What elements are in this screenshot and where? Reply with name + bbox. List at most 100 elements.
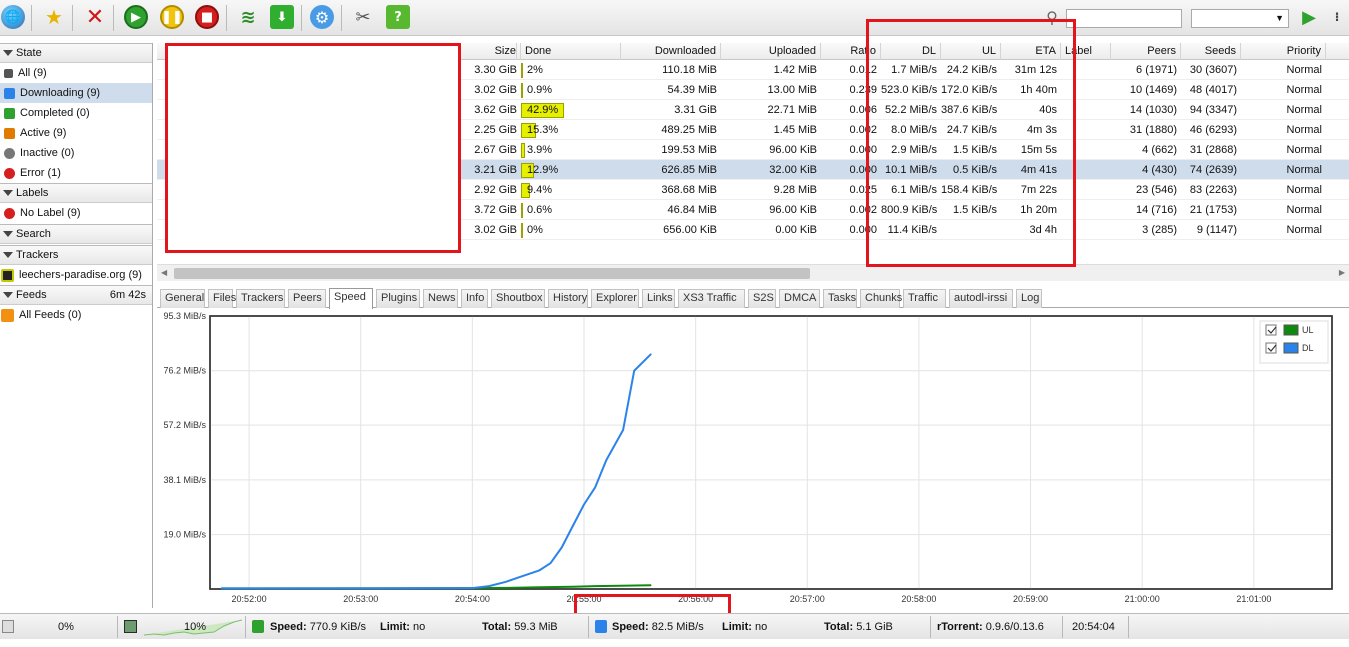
sidebar-item-inactive[interactable]: Inactive (0): [0, 143, 152, 163]
x-tick-label: 20:56:00: [678, 594, 713, 604]
labels-header[interactable]: Labels: [0, 183, 152, 203]
column-header-downloaded[interactable]: Downloaded: [621, 43, 721, 60]
dl-limit-value: no: [755, 621, 768, 633]
column-header-seeds[interactable]: Seeds: [1181, 43, 1241, 60]
cell-seeds: 83 (2263): [1189, 184, 1237, 196]
stop-icon[interactable]: ■: [195, 5, 219, 29]
search-engine-select[interactable]: ▼: [1191, 9, 1289, 28]
rss-icon[interactable]: ≋: [240, 6, 256, 28]
legend-label: UL: [1302, 325, 1314, 335]
ul-speed-label: Speed:: [270, 621, 307, 633]
state-header[interactable]: State: [0, 43, 152, 63]
tab-shoutbox[interactable]: Shoutbox: [491, 289, 545, 308]
sidebar-item-tracker[interactable]: leechers-paradise.org (9): [0, 265, 152, 285]
sidebar-item-completed[interactable]: Completed (0): [0, 103, 152, 123]
help-icon[interactable]: ?: [386, 5, 410, 29]
torrent-row[interactable]: 3.02 GiB 0% 656.00 KiB 0.00 KiB 0.000 11.4 Ki…: [157, 220, 1349, 240]
x-tick-label: 20:57:00: [790, 594, 825, 604]
dl-limit[interactable]: Limit: no: [722, 614, 767, 640]
tab-peers[interactable]: Peers: [288, 289, 326, 308]
cell-eta: 31m 12s: [1014, 64, 1057, 76]
tab-history[interactable]: History: [548, 289, 588, 308]
sidebar-item-downloading[interactable]: Downloading (9): [0, 83, 152, 103]
feeds-header[interactable]: Feeds 6m 42s: [0, 285, 152, 305]
globe-icon[interactable]: 🌐: [1, 5, 25, 29]
data-point-dl: [622, 429, 624, 431]
client-version-label: rTorrent:: [937, 621, 983, 633]
ul-limit[interactable]: Limit: no: [380, 614, 425, 640]
column-header-ul[interactable]: UL: [941, 43, 1001, 60]
play-icon[interactable]: ▶: [124, 5, 148, 29]
tab-info[interactable]: Info: [461, 289, 488, 308]
star-icon[interactable]: ★: [45, 5, 63, 29]
tab-trackers[interactable]: Trackers: [236, 289, 285, 308]
column-header-eta[interactable]: ETA: [1001, 43, 1061, 60]
tab-s2s[interactable]: S2S: [748, 289, 776, 308]
torrent-row[interactable]: 2.25 GiB 15.3% 489.25 MiB 1.45 MiB 0.002 8.0 …: [157, 120, 1349, 140]
tools-icon[interactable]: ✂: [355, 6, 371, 28]
tab-log[interactable]: Log: [1016, 289, 1042, 308]
status-bar: 0% 10% Speed: 770.9 KiB/s Limit: no Tota…: [0, 613, 1349, 639]
column-header-name[interactable]: [157, 43, 517, 60]
sidebar-item-all[interactable]: All (9): [0, 63, 152, 83]
scroll-left-icon[interactable]: ◀: [161, 268, 168, 277]
horizontal-scrollbar[interactable]: ◀ ▶: [157, 264, 1349, 281]
download-icon: [595, 620, 607, 633]
column-header-size[interactable]: Size: [457, 43, 521, 60]
sidebar-item-all-feeds[interactable]: All Feeds (0): [0, 305, 152, 325]
go-icon[interactable]: ▶: [1302, 6, 1316, 28]
cell-done: 15.3%: [527, 124, 559, 136]
column-header-ratio[interactable]: Ratio: [821, 43, 881, 60]
torrent-row[interactable]: 3.72 GiB 0.6% 46.84 MiB 96.00 KiB 0.002 800.9…: [157, 200, 1349, 220]
column-header-done[interactable]: Done: [521, 43, 621, 60]
scroll-right-icon[interactable]: ▶: [1338, 268, 1345, 277]
x-tick-label: 20:53:00: [343, 594, 378, 604]
download-icon[interactable]: ⬇: [270, 5, 294, 29]
tab-files[interactable]: Files: [208, 289, 236, 308]
tab-plugins[interactable]: Plugins: [376, 289, 420, 308]
torrent-row[interactable]: 3.02 GiB 0.9% 54.39 MiB 13.00 MiB 0.239 523.0…: [157, 80, 1349, 100]
status-separator: [930, 616, 931, 638]
torrent-row[interactable]: 2.92 GiB 9.4% 368.68 MiB 9.28 MiB 0.025 6.1 M…: [157, 180, 1349, 200]
column-header-label[interactable]: Label: [1061, 43, 1111, 60]
menu-dots-icon[interactable]: ⁝: [1334, 10, 1340, 24]
tab-news[interactable]: News: [423, 289, 458, 308]
delete-icon[interactable]: ✕: [85, 4, 105, 30]
tab-autodl-irssi[interactable]: autodl-irssi: [949, 289, 1013, 308]
cell-seeds: 94 (3347): [1189, 104, 1237, 116]
column-header-priority[interactable]: Priority: [1241, 43, 1326, 60]
ul-total-label: Total:: [482, 621, 512, 633]
sidebar-item-error[interactable]: Error (1): [0, 163, 152, 183]
torrent-row[interactable]: 2.67 GiB 3.9% 199.53 MiB 96.00 KiB 0.000 2.9 …: [157, 140, 1349, 160]
tab-chunks[interactable]: Chunks: [860, 289, 902, 308]
data-point-dl: [605, 459, 607, 461]
data-point-dl: [521, 575, 524, 577]
tab-xs3-traffic[interactable]: XS3 Traffic: [678, 289, 745, 308]
scrollbar-thumb[interactable]: [174, 268, 810, 279]
torrent-row[interactable]: 3.30 GiB 2% 110.18 MiB 1.42 MiB 0.012 1.7 MiB…: [157, 60, 1349, 80]
cell-dl: 1.7 MiB/s: [891, 64, 937, 76]
tab-links[interactable]: Links: [642, 289, 675, 308]
tab-traffic[interactable]: Traffic: [903, 289, 946, 308]
torrent-row[interactable]: 3.62 GiB 42.9% 3.31 GiB 22.71 MiB 0.006 52.2 …: [157, 100, 1349, 120]
cell-peers: 10 (1469): [1129, 84, 1177, 96]
column-header-dl[interactable]: DL: [881, 43, 941, 60]
search-icon[interactable]: ⚲: [1046, 7, 1058, 27]
tab-tasks[interactable]: Tasks: [823, 289, 857, 308]
column-header-peers[interactable]: Peers: [1111, 43, 1181, 60]
settings-icon[interactable]: ⚙: [310, 5, 334, 29]
trackers-header[interactable]: Trackers: [0, 245, 152, 265]
sidebar-item-no-label[interactable]: No Label (9): [0, 203, 152, 223]
column-header-uploaded[interactable]: Uploaded: [721, 43, 821, 60]
cell-ratio: 0.002: [849, 204, 877, 216]
tab-general[interactable]: General: [160, 289, 205, 308]
sidebar-item-active[interactable]: Active (9): [0, 123, 152, 143]
tab-dmca[interactable]: DMCA: [779, 289, 820, 308]
search-input[interactable]: [1066, 9, 1182, 28]
tab-speed[interactable]: Speed: [329, 288, 373, 309]
sidebar-item-label: leechers-paradise.org (9): [19, 269, 142, 281]
pause-icon[interactable]: ❚❚: [160, 5, 184, 29]
tab-explorer[interactable]: Explorer: [591, 289, 639, 308]
sidebar-item-label: All Feeds (0): [19, 309, 82, 321]
search-header[interactable]: Search: [0, 224, 152, 244]
